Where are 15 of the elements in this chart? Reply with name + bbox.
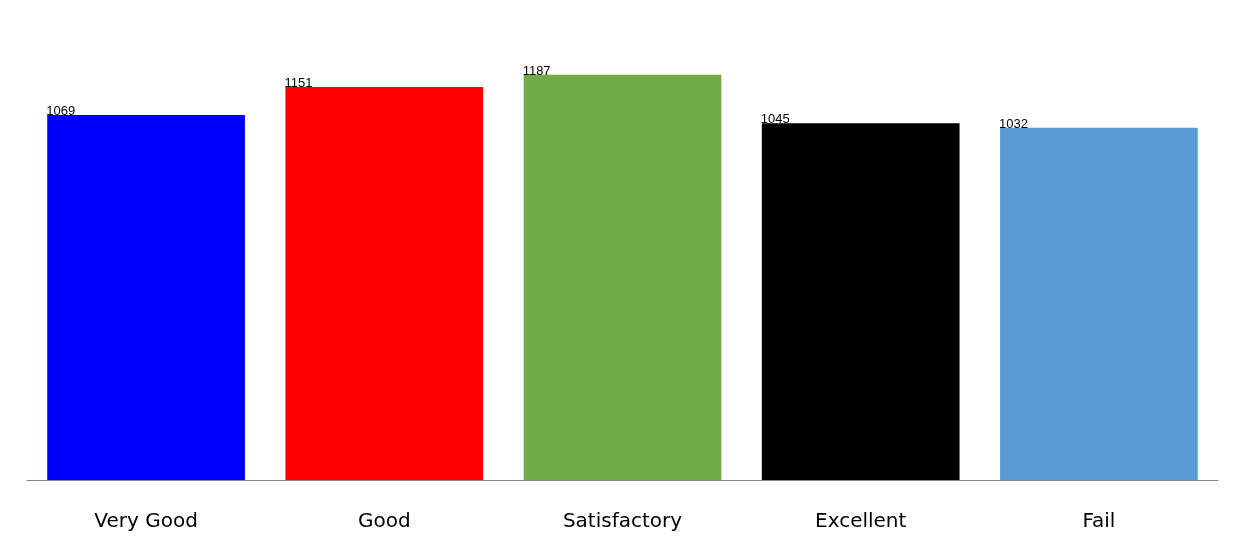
x-tick-label: Satisfactory — [562, 508, 683, 532]
x-tick-label: Excellent — [815, 508, 907, 532]
x-tick-label: Fail — [1082, 508, 1116, 532]
x-tick-label: Good — [357, 508, 411, 532]
bar — [47, 115, 245, 480]
data-label: 1069 — [46, 103, 76, 118]
x-tick-label: Very Good — [94, 508, 198, 532]
data-label: 1032 — [999, 115, 1028, 131]
data-label: 1045 — [760, 111, 790, 127]
bar — [285, 87, 484, 480]
bar — [761, 123, 960, 480]
bar — [1000, 127, 1198, 480]
data-label: 1151 — [284, 75, 313, 91]
data-label: 1187 — [522, 62, 551, 78]
bar — [523, 74, 722, 480]
